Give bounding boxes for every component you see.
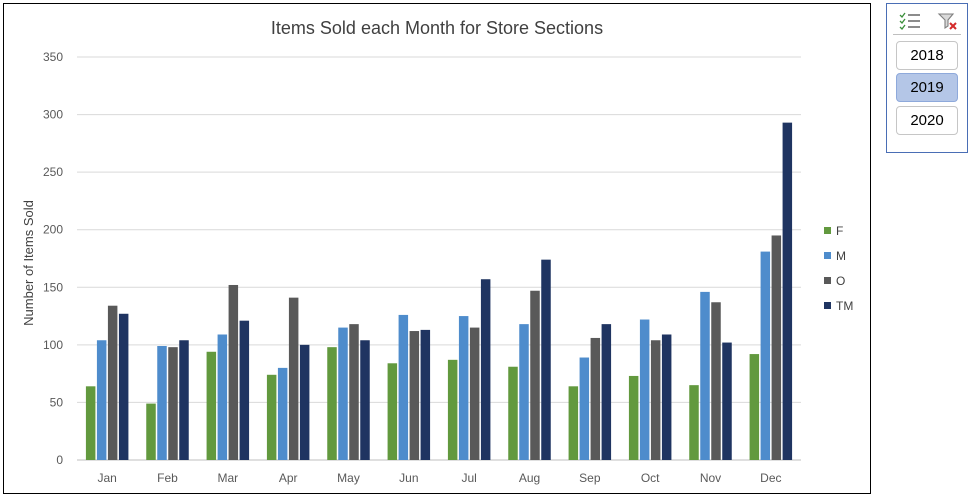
bar-o-jan[interactable]: [107, 305, 118, 460]
x-tick-label: Nov: [700, 471, 721, 485]
legend-label-tm: TM: [836, 299, 853, 313]
bar-tm-nov[interactable]: [722, 342, 732, 460]
bar-tm-apr[interactable]: [299, 344, 310, 460]
bar-m-may[interactable]: [338, 327, 348, 460]
x-tick-label: Oct: [641, 471, 660, 485]
bar-m-nov[interactable]: [700, 291, 710, 460]
bar-m-jun[interactable]: [398, 314, 409, 460]
bar-f-sep[interactable]: [568, 386, 579, 460]
bar-m-apr[interactable]: [277, 367, 288, 460]
y-tick-label: 250: [43, 165, 63, 179]
bar-o-nov[interactable]: [711, 302, 721, 460]
y-tick-label: 0: [56, 453, 63, 467]
bar-o-mar[interactable]: [228, 284, 239, 460]
clear-filter-icon[interactable]: [937, 11, 959, 31]
bar-tm-mar[interactable]: [239, 320, 250, 460]
bar-m-aug[interactable]: [519, 324, 529, 460]
legend-swatch-o: [824, 277, 831, 284]
x-tick-label: Jun: [399, 471, 418, 485]
multi-select-icon[interactable]: [899, 11, 921, 31]
x-tick-label: Jan: [97, 471, 116, 485]
bar-tm-aug[interactable]: [541, 259, 551, 460]
slicer-header: [893, 8, 961, 35]
bar-o-sep[interactable]: [590, 337, 601, 460]
bar-tm-may[interactable]: [360, 340, 370, 460]
y-tick-label: 50: [50, 395, 64, 409]
bar-tm-oct[interactable]: [661, 334, 672, 460]
bar-o-feb[interactable]: [168, 347, 178, 460]
y-tick-label: 100: [43, 338, 63, 352]
bar-m-jan[interactable]: [96, 340, 107, 460]
bar-tm-sep[interactable]: [601, 324, 612, 460]
bar-o-jul[interactable]: [469, 327, 480, 460]
bar-f-apr[interactable]: [266, 374, 277, 460]
bar-m-jul[interactable]: [458, 316, 469, 460]
slicer-item-2019[interactable]: 2019: [896, 73, 958, 102]
x-tick-label: Jul: [461, 471, 476, 485]
x-tick-label: Mar: [217, 471, 238, 485]
plot-area: [85, 122, 793, 460]
bar-m-feb[interactable]: [157, 346, 167, 460]
bar-f-nov[interactable]: [689, 385, 699, 460]
bar-f-dec[interactable]: [749, 354, 760, 460]
bar-tm-jan[interactable]: [118, 313, 129, 460]
bar-o-jun[interactable]: [409, 331, 420, 460]
x-tick-label: Apr: [279, 471, 298, 485]
bar-f-jul[interactable]: [447, 359, 458, 460]
x-axis-ticks: Jan Feb Mar Apr May Jun Jul Aug Sep Oct Nov Dec: [97, 471, 781, 485]
slicer-item-2018[interactable]: 2018: [896, 41, 958, 70]
legend-swatch-m: [824, 252, 831, 259]
year-slicer[interactable]: 2018 2019 2020: [886, 3, 968, 153]
y-tick-label: 200: [43, 223, 63, 237]
bar-m-dec[interactable]: [760, 251, 771, 460]
bar-tm-feb[interactable]: [179, 340, 189, 460]
bar-f-mar[interactable]: [206, 351, 217, 460]
legend-swatch-f: [824, 227, 831, 234]
x-tick-label: Dec: [760, 471, 781, 485]
slicer-item-2020[interactable]: 2020: [896, 106, 958, 135]
bar-o-oct[interactable]: [650, 340, 661, 460]
legend-label-o: O: [836, 274, 845, 288]
legend-label-f: F: [836, 224, 843, 238]
x-tick-label: Feb: [157, 471, 178, 485]
bar-o-apr[interactable]: [288, 297, 299, 460]
bar-o-dec[interactable]: [771, 235, 782, 460]
x-tick-label: Aug: [519, 471, 540, 485]
gridlines: [77, 56, 801, 461]
bar-f-oct[interactable]: [628, 375, 639, 460]
bar-o-may[interactable]: [349, 324, 359, 460]
y-tick-label: 350: [43, 50, 63, 64]
x-tick-label: Sep: [579, 471, 601, 485]
y-tick-label: 300: [43, 108, 63, 122]
bar-m-mar[interactable]: [217, 334, 228, 460]
bar-m-sep[interactable]: [579, 357, 590, 460]
bar-f-feb[interactable]: [146, 403, 156, 460]
chart-canvas: Items Sold each Month for Store Sections…: [21, 18, 853, 485]
y-axis-title: Number of Items Sold: [21, 200, 36, 326]
bar-tm-jun[interactable]: [420, 329, 431, 460]
bar-tm-jul[interactable]: [480, 279, 491, 460]
legend[interactable]: FMO TM: [824, 224, 853, 313]
y-tick-label: 150: [43, 280, 63, 294]
y-axis-ticks: 0 50 100 150 200 250 300 350: [43, 50, 63, 467]
bar-f-jun[interactable]: [387, 363, 398, 460]
chart-area[interactable]: Items Sold each Month for Store Sections…: [3, 3, 871, 494]
legend-swatch-tm: [824, 302, 831, 309]
legend-label-m: M: [836, 249, 846, 263]
bar-tm-dec[interactable]: [782, 122, 793, 460]
chart-title: Items Sold each Month for Store Sections: [271, 18, 603, 38]
x-tick-label: May: [337, 471, 360, 485]
bar-m-oct[interactable]: [639, 319, 650, 460]
bar-o-aug[interactable]: [530, 290, 540, 460]
bar-f-jan[interactable]: [85, 386, 96, 460]
bar-f-aug[interactable]: [508, 366, 518, 460]
bar-f-may[interactable]: [327, 347, 337, 460]
